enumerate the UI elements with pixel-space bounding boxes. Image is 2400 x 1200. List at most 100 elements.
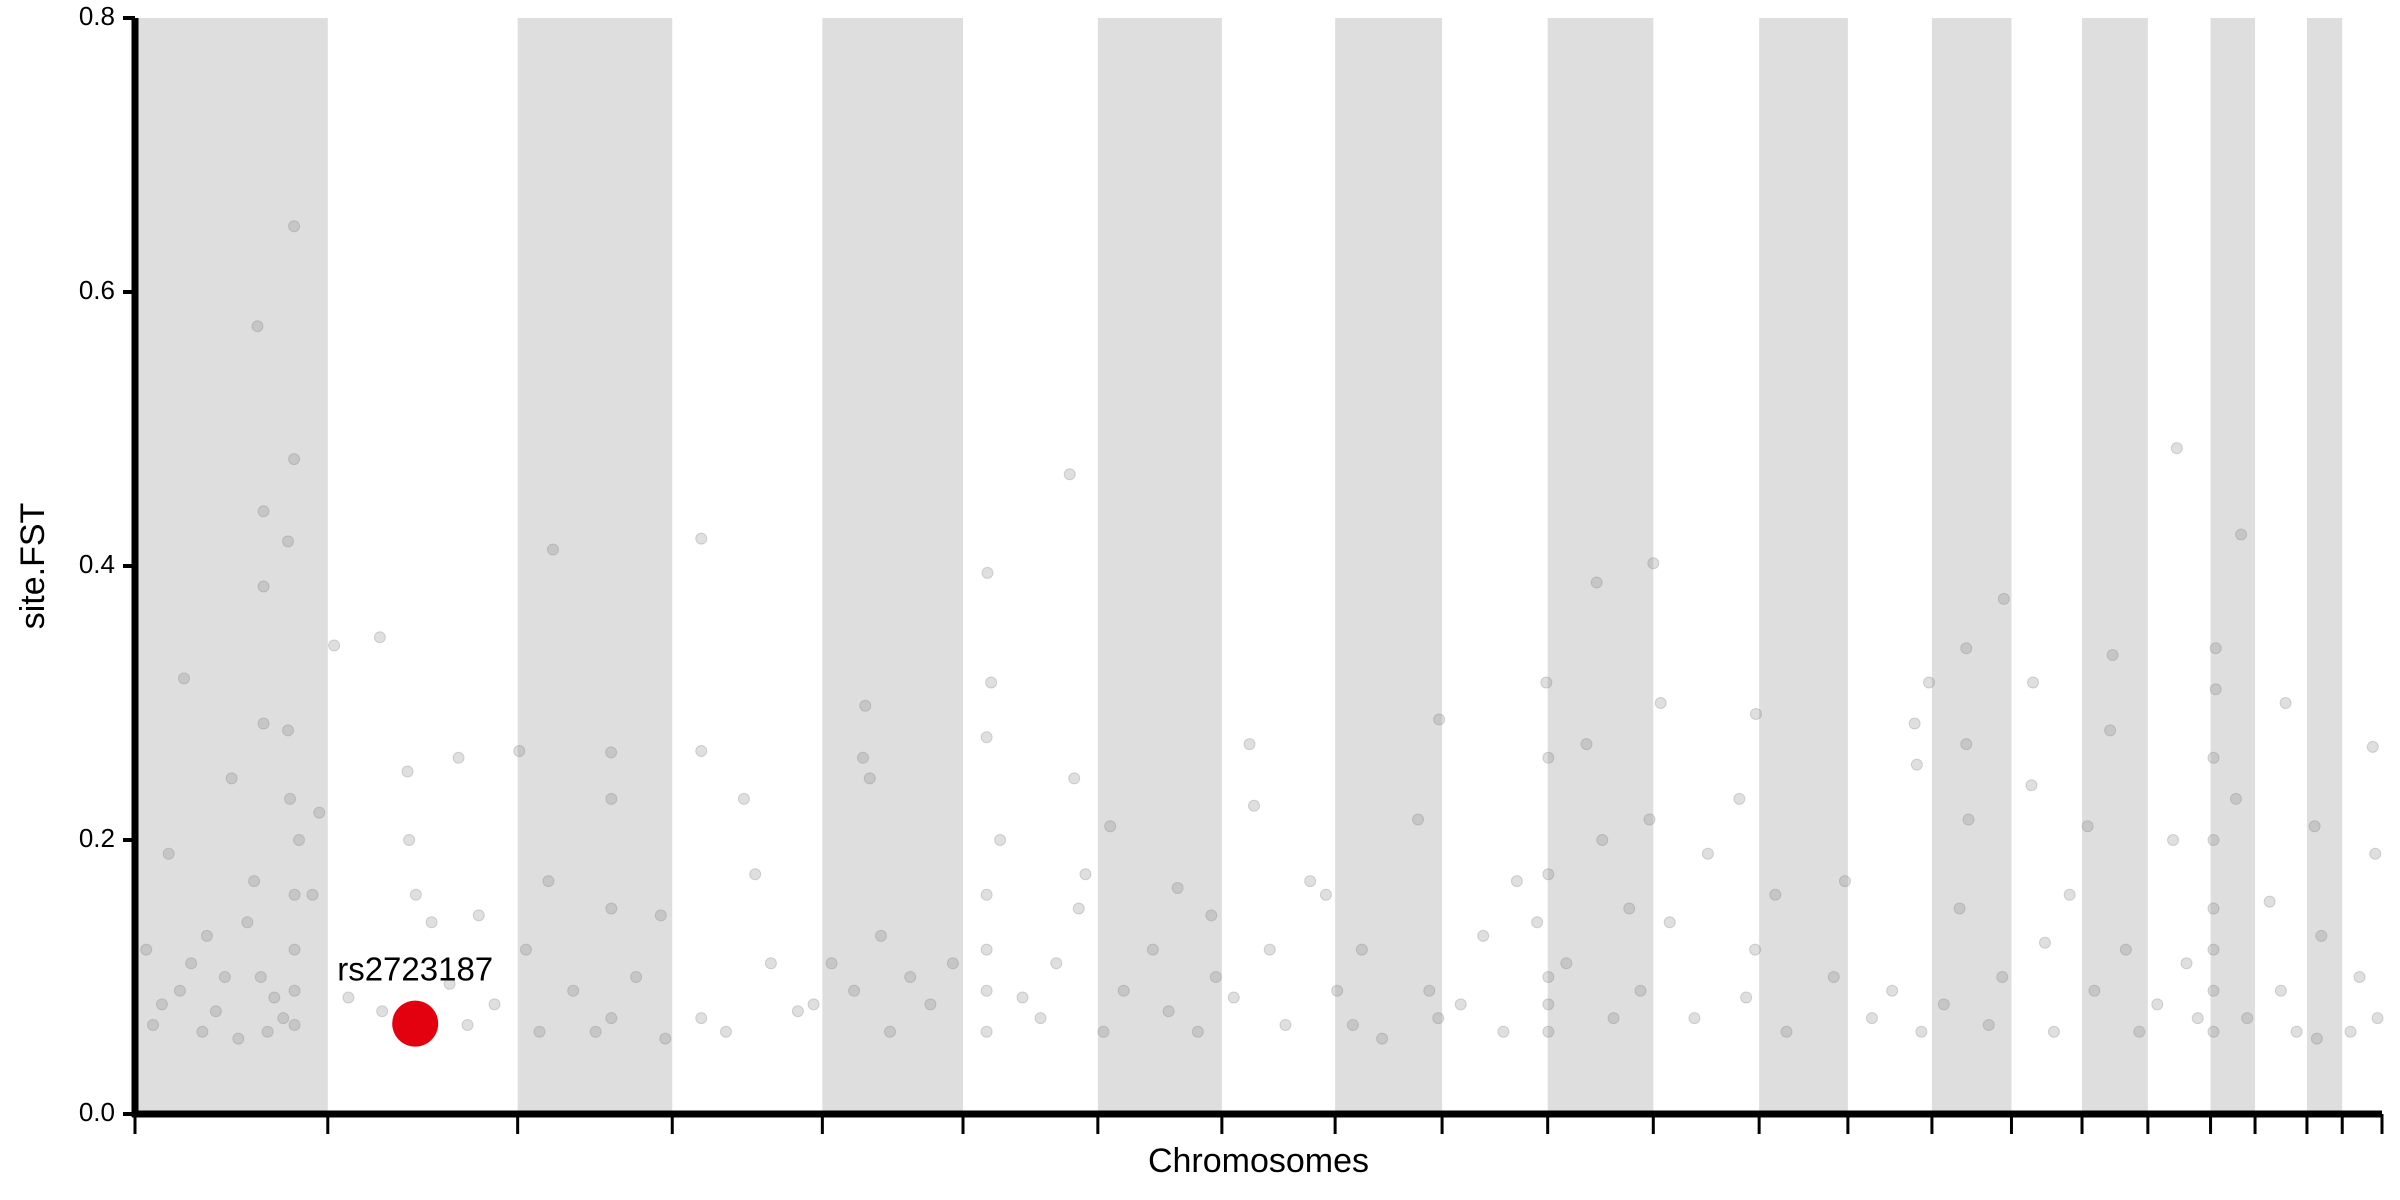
data-point [403,834,416,846]
data-point [1960,642,1973,655]
data-point [251,320,264,333]
data-point [1279,1018,1292,1031]
chromosome-band [517,18,673,1114]
data-point [791,1005,804,1018]
data-point [200,929,213,942]
data-point [1146,943,1159,956]
data-point [1531,916,1544,929]
data-point [1542,751,1555,764]
x-axis-title: Chromosomes [1148,1142,1369,1180]
data-point [605,792,618,805]
data-point [1097,1025,1110,1038]
data-point [257,717,270,730]
data-point [2133,1025,2146,1038]
data-point [1838,875,1851,888]
data-point [875,929,888,942]
data-point [654,909,667,922]
data-point [218,971,231,983]
data-point [859,699,872,712]
data-point [2369,847,2382,860]
data-point [2191,1012,2204,1025]
data-point [994,834,1007,846]
data-point [288,984,301,997]
data-point [1590,576,1603,589]
data-point [1104,820,1117,833]
chromosome-band [1097,18,1222,1114]
data-point [376,1005,389,1018]
data-point [409,888,422,901]
data-point [1510,875,1523,888]
data-point [1034,1012,1047,1025]
data-point [533,1025,546,1038]
data-point [2290,1025,2303,1038]
data-point [1915,1025,1928,1038]
data-point [2308,820,2321,833]
data-point [288,1018,301,1031]
data-point [1355,943,1368,956]
data-point [1050,957,1063,970]
data-point [2047,1025,2060,1038]
data-point [605,1012,618,1025]
data-point [825,957,838,970]
data-point [1542,868,1555,881]
data-point [1248,799,1261,812]
data-point [1162,1005,1175,1018]
chromosome-band [1547,18,1654,1114]
data-point [807,998,820,1011]
data-point [857,751,870,764]
data-point [2119,943,2132,956]
data-point [2229,792,2242,805]
data-point [2209,642,2222,655]
data-point [1497,1025,1510,1038]
data-point [513,744,526,757]
data-point [443,977,456,990]
data-point [546,543,559,556]
data-point [425,916,438,929]
data-point [980,1025,993,1038]
data-point [630,971,643,983]
data-point [883,1025,896,1038]
data-point [904,971,917,983]
data-point [146,1018,159,1031]
data-point [749,868,762,881]
data-point [2235,528,2248,541]
data-point [1769,888,1782,901]
data-point [140,943,153,956]
data-point [1886,984,1899,997]
data-point [1454,998,1467,1011]
data-point [288,888,301,901]
data-point [737,792,750,805]
data-point [2167,834,2180,846]
data-point [2366,740,2379,753]
data-point [2279,697,2292,709]
data-point [452,751,465,764]
data-point [2170,442,2183,455]
data-point [2207,1025,2220,1038]
data-point [1596,834,1609,846]
chromosome-band [1759,18,1848,1114]
data-point [282,724,295,737]
data-point [719,1025,732,1038]
data-point [1191,1025,1204,1038]
data-point [1908,717,1921,730]
data-point [232,1032,245,1045]
data-point [2038,936,2051,949]
data-point [1960,738,1973,751]
data-point [1063,468,1076,481]
chromosome-band [135,18,328,1114]
chromosome-band [2306,18,2343,1114]
data-point [1227,991,1240,1004]
data-point [488,998,501,1011]
data-point [2088,984,2101,997]
data-point [946,957,959,970]
data-point [1643,813,1656,826]
data-point [2106,649,2119,662]
data-point [284,792,297,805]
data-point [1910,758,1923,771]
data-point [924,998,937,1011]
data-point [567,984,580,997]
data-point [1865,1012,1878,1025]
data-point [980,943,993,956]
data-point [2151,998,2164,1011]
